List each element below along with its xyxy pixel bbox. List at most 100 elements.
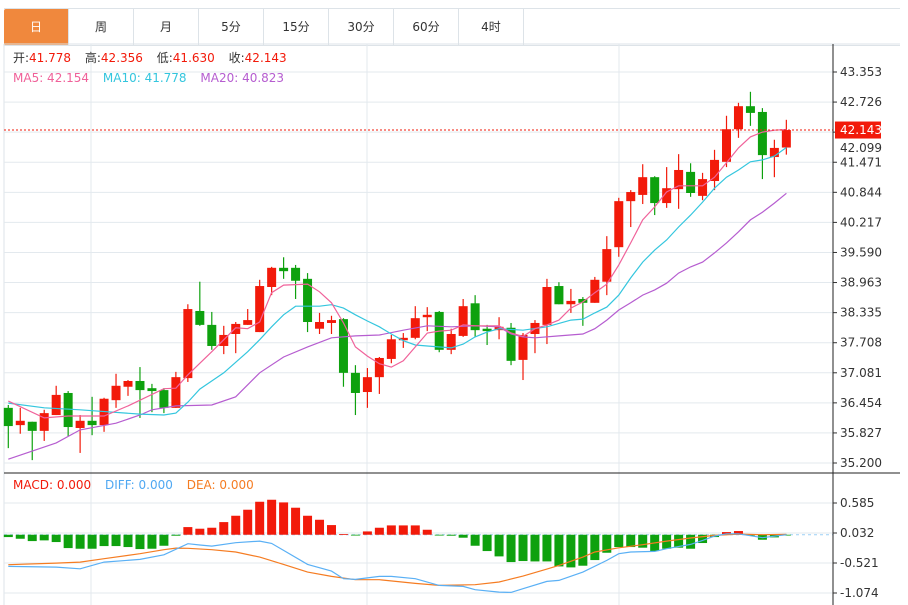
candle-body [482, 328, 492, 332]
price-tick-label: 40.217 [840, 215, 882, 229]
macd-bar [733, 531, 743, 535]
candle [231, 322, 241, 354]
candle-body [27, 421, 37, 431]
macd-tick-label: -1.074 [840, 586, 879, 600]
macd-bar [159, 534, 169, 546]
candle [626, 190, 636, 228]
candle [638, 164, 648, 205]
candle [686, 163, 696, 197]
candle-body [207, 324, 217, 346]
macd-bar [578, 534, 588, 566]
candle-body [123, 380, 133, 387]
candle [422, 307, 432, 332]
macd-bar [470, 534, 480, 546]
candle [674, 154, 684, 209]
candle-body [386, 339, 396, 359]
ma10-line [8, 147, 787, 416]
candle [147, 383, 157, 413]
macd-bar [566, 534, 576, 568]
macd-tick-label: 0.032 [840, 526, 874, 540]
macd-bar [518, 534, 528, 562]
candle [662, 167, 672, 208]
candle-body [398, 337, 408, 341]
close-value: 42.143 [244, 51, 287, 65]
candle [51, 385, 61, 416]
candle-body [470, 303, 480, 331]
candle-body [590, 279, 600, 303]
tab-day[interactable]: 日 [4, 9, 69, 45]
candle-body [75, 420, 85, 428]
candle-body [614, 201, 624, 248]
price-tick-label: 35.200 [840, 456, 882, 470]
macd-bar [374, 527, 384, 535]
macd-bar [458, 534, 468, 538]
candle [267, 266, 277, 296]
tab-60min[interactable]: 60分 [394, 9, 459, 45]
macd-bar [494, 534, 504, 557]
candle [303, 273, 313, 333]
tab-15min[interactable]: 15分 [264, 9, 329, 45]
candle [255, 279, 265, 333]
price-tick-label: 36.454 [840, 396, 882, 410]
candle-body [39, 413, 49, 431]
tab-month[interactable]: 月 [134, 9, 199, 45]
candle [566, 288, 576, 313]
candle-body [171, 377, 181, 408]
low-value: 41.630 [172, 51, 215, 65]
candle [338, 318, 348, 387]
macd-bar [303, 515, 313, 535]
macd-bar [542, 534, 552, 562]
candle [530, 320, 540, 354]
candle-body [542, 286, 552, 325]
macd-bar [662, 534, 672, 549]
candle [75, 415, 85, 453]
tab-4hour[interactable]: 4时 [459, 9, 524, 45]
macd-bar [350, 534, 360, 536]
candle-body [3, 407, 13, 427]
ma10-value: MA10: 41.778 [102, 71, 187, 85]
tab-5min[interactable]: 5分 [199, 9, 264, 45]
candle [291, 264, 301, 299]
candle-body [458, 306, 468, 336]
macd-bar [291, 507, 301, 535]
candle [195, 281, 205, 326]
candle [111, 373, 121, 408]
candle-body [722, 129, 731, 162]
price-tick-label: 38.963 [840, 276, 882, 290]
ma5-value: MA5: 42.154 [13, 71, 90, 85]
candle-body [650, 177, 660, 204]
last-price-label: 42.143 [840, 123, 882, 137]
macd-bar [745, 534, 755, 536]
candle [63, 391, 73, 437]
candle [135, 367, 145, 418]
candle-body [63, 392, 73, 428]
macd-bar [554, 534, 564, 567]
open-value: 41.778 [29, 51, 72, 65]
candle [171, 371, 181, 408]
macd-bar [674, 534, 684, 548]
macd-bar [171, 534, 181, 536]
candle-body [291, 267, 301, 281]
tab-30min[interactable]: 30分 [329, 9, 394, 45]
candle-body [147, 388, 157, 392]
candle-body [769, 147, 779, 158]
macd-bar [686, 534, 696, 549]
tab-week[interactable]: 周 [69, 9, 134, 45]
macd-bar [398, 525, 408, 535]
candle-body [111, 385, 121, 401]
candle-body [662, 188, 672, 204]
ma-info: MA5: 42.154 MA10: 41.778 MA20: 40.823 [13, 71, 284, 85]
indicator-lines [4, 128, 833, 594]
candle-body [303, 278, 313, 323]
macd-bar [231, 515, 241, 535]
price-tick-label: 40.844 [840, 185, 882, 199]
candles [3, 91, 791, 461]
macd-bar [243, 509, 253, 535]
macd-bar [3, 534, 13, 538]
period-tabs: 日 周 月 5分 15分 30分 60分 4时 [4, 8, 900, 46]
candle [614, 197, 624, 257]
macd-bar [123, 534, 133, 548]
candle [698, 172, 708, 201]
